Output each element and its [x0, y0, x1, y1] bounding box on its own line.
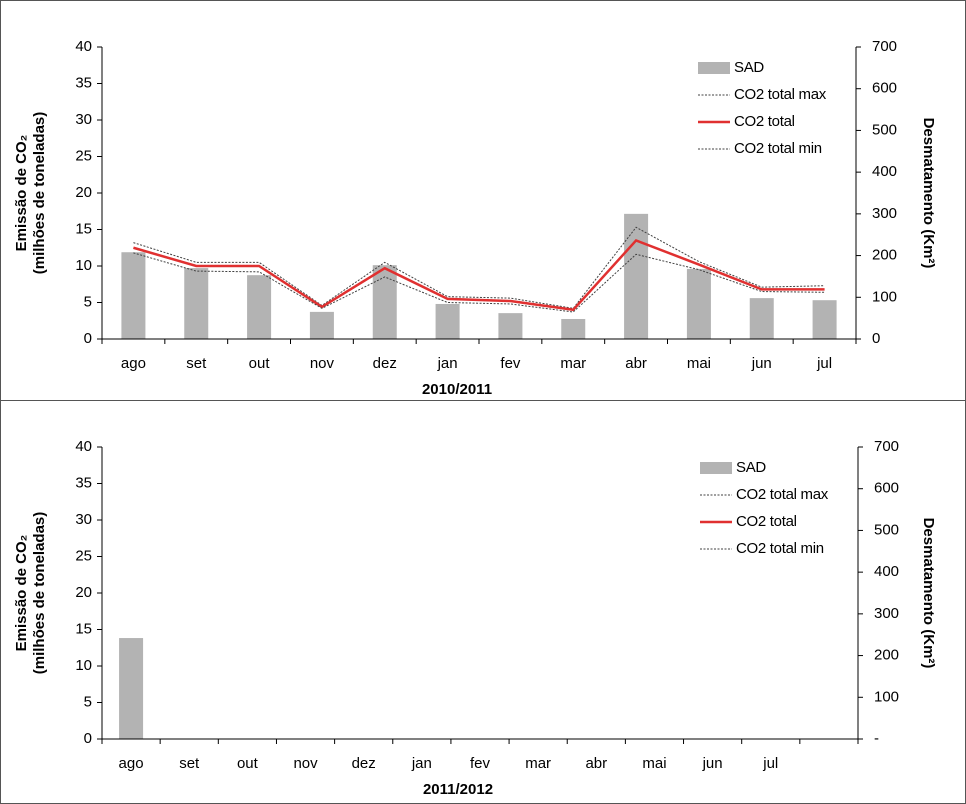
bar	[561, 318, 586, 339]
y2-tick-label: 600	[872, 80, 897, 97]
y-axis-title: Emissão de CO₂	[13, 535, 30, 652]
legend-swatch	[700, 462, 732, 474]
y-tick-label: 20	[75, 184, 92, 201]
x-tick-label: jan	[411, 755, 432, 772]
y2-axis-title: Desmatamento (Km²)	[920, 118, 937, 269]
y2-tick-label: 500	[874, 521, 899, 538]
x-tick-label: jul	[762, 755, 778, 772]
x-tick-label: set	[186, 355, 207, 372]
y2-tick-label: 400	[874, 563, 899, 580]
legend-label: CO2 total max	[734, 86, 827, 103]
x-tick-label: mar	[560, 355, 586, 372]
x-tick-label: mai	[687, 355, 711, 372]
legend-label: CO2 total	[736, 513, 797, 530]
line-series	[133, 252, 825, 313]
x-tick-label: nov	[293, 755, 318, 772]
y-tick-label: 40	[75, 438, 92, 455]
y-tick-label: 25	[75, 547, 92, 564]
x-tick-label: jan	[437, 355, 458, 372]
x-tick-label: out	[237, 755, 259, 772]
y2-axis-title: Desmatamento (Km²)	[920, 518, 937, 669]
bar	[749, 298, 774, 339]
x-tick-label: jul	[816, 355, 832, 372]
y2-tick-label: 0	[872, 330, 880, 347]
y2-tick-label: 700	[874, 438, 899, 455]
x-tick-label: jun	[751, 355, 772, 372]
y-tick-label: 40	[75, 38, 92, 55]
bar	[119, 638, 144, 739]
y-tick-label: 20	[75, 584, 92, 601]
panel-border	[0, 400, 966, 804]
bar	[121, 252, 146, 339]
y2-tick-label: 600	[874, 480, 899, 497]
bar	[812, 300, 837, 339]
y-tick-label: 35	[75, 74, 92, 91]
y-tick-label: 25	[75, 147, 92, 164]
y2-tick-label: 500	[872, 121, 897, 138]
y-axis-title: (milhões de toneladas)	[31, 112, 48, 275]
legend-label: CO2 total	[734, 113, 795, 130]
x-axis-title: 2010/2011	[422, 381, 492, 398]
bar	[498, 313, 523, 339]
x-tick-label: ago	[121, 355, 146, 372]
x-tick-label: jun	[702, 755, 723, 772]
y-tick-label: 15	[75, 220, 92, 237]
bar	[309, 311, 334, 339]
x-tick-label: ago	[119, 755, 144, 772]
legend-swatch	[698, 62, 730, 74]
x-tick-label: set	[179, 755, 200, 772]
y2-tick-label: 100	[872, 288, 897, 305]
y-axis-title: Emissão de CO₂	[13, 135, 30, 252]
y-tick-label: 10	[75, 257, 92, 274]
x-tick-label: abr	[625, 355, 647, 372]
y2-tick-label: 200	[874, 647, 899, 664]
y2-tick-label: 700	[872, 38, 897, 55]
legend-label: SAD	[736, 459, 766, 476]
bar	[184, 268, 209, 339]
x-tick-label: out	[249, 355, 271, 372]
legend-label: CO2 total min	[736, 540, 824, 557]
bar	[372, 265, 397, 339]
x-tick-label: fev	[470, 755, 491, 772]
y2-tick-label: -	[874, 730, 879, 747]
x-tick-label: fev	[500, 355, 521, 372]
y-tick-label: 35	[75, 474, 92, 491]
y-tick-label: 30	[75, 511, 92, 528]
x-axis-title: 2011/2012	[423, 781, 493, 798]
bar	[686, 268, 711, 339]
y-tick-label: 5	[84, 293, 92, 310]
x-tick-label: dez	[373, 355, 397, 372]
y2-tick-label: 100	[874, 688, 899, 705]
legend-label: CO2 total max	[736, 486, 829, 503]
x-tick-label: dez	[352, 755, 376, 772]
y-tick-label: 5	[84, 693, 92, 710]
x-tick-label: mai	[642, 755, 666, 772]
y2-tick-label: 200	[872, 247, 897, 264]
line-series	[133, 238, 825, 312]
y2-tick-label: 300	[874, 605, 899, 622]
x-tick-label: mar	[525, 755, 551, 772]
y2-tick-label: 400	[872, 163, 897, 180]
y-tick-label: 0	[84, 730, 92, 747]
y-tick-label: 30	[75, 111, 92, 128]
legend-label: SAD	[734, 59, 764, 76]
panel-border	[0, 0, 966, 401]
y-axis-title: (milhões de toneladas)	[31, 512, 48, 675]
y2-tick-label: 300	[872, 205, 897, 222]
y-tick-label: 0	[84, 330, 92, 347]
y-tick-label: 10	[75, 657, 92, 674]
x-tick-label: abr	[585, 755, 607, 772]
y-tick-label: 15	[75, 620, 92, 637]
x-tick-label: nov	[310, 355, 335, 372]
bar	[247, 275, 272, 339]
legend-label: CO2 total min	[734, 140, 822, 157]
bar	[624, 213, 649, 339]
line-series	[133, 226, 825, 309]
bar	[435, 303, 460, 339]
